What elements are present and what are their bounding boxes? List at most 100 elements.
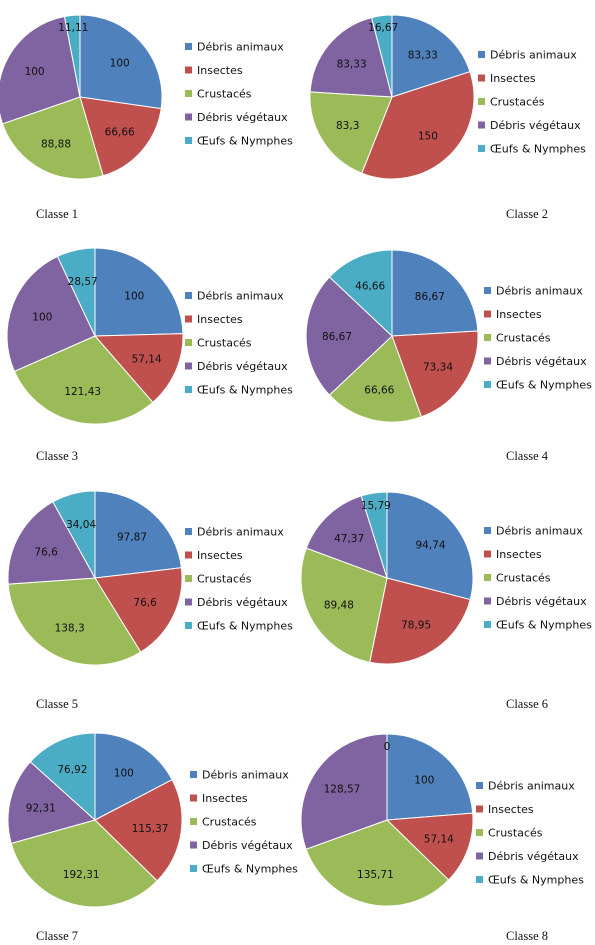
pie-4-caption: Classe 4 — [506, 449, 549, 463]
pie-3-legend-label-1: Débris animaux — [197, 290, 284, 303]
pie-8-slice-5-value-label: 0 — [384, 741, 391, 753]
pie-2-slice-5-value-label: 16,67 — [368, 22, 398, 34]
pie-3-legend-swatch-1 — [185, 292, 192, 299]
pie-1-slice-3-value-label: 88,88 — [41, 139, 71, 151]
pie-3-slice-1 — [94, 247, 184, 337]
pie-2-legend: Débris animaux Insectes Crustacés Débris vé… — [478, 49, 586, 156]
pie-6-legend-swatch-4 — [484, 597, 491, 605]
pie-7-slice-3 — [10, 819, 158, 908]
pie-4-legend: Débris animaux Insectes Crustacés Débris vé… — [484, 285, 592, 392]
pie-8-slice-4 — [300, 733, 388, 850]
pie-2-legend-swatch-3 — [478, 98, 485, 105]
pie-8-slice-2-value-label: 57,14 — [424, 834, 454, 846]
pie-7-slice-4 — [7, 761, 97, 845]
pie-2-slice-4 — [309, 16, 393, 98]
pie-2-legend-label-1: Débris animaux — [490, 49, 577, 62]
pie-6-slice-3-value-label: 89,48 — [324, 600, 354, 612]
pie-5-legend-swatch-2 — [185, 551, 192, 559]
pie-6-caption: Classe 6 — [506, 697, 548, 711]
pie-2-slice-2-value-label: 150 — [418, 130, 438, 142]
pie-6-slice-2-value-label: 78,95 — [401, 620, 431, 632]
pie-2-slice-2 — [361, 71, 475, 180]
pie-8-legend-swatch-2 — [476, 805, 483, 813]
pie-5-slice-3 — [7, 577, 142, 666]
pie-6-slice-4-value-label: 47,37 — [334, 533, 364, 545]
pie-4-legend-swatch-4 — [484, 357, 491, 365]
pie-4-slice-5-value-label: 46,66 — [355, 281, 385, 293]
pie-2-legend-swatch-2 — [478, 74, 485, 82]
pie-4-legend-label-1: Débris animaux — [496, 285, 583, 298]
pie-1-legend-label-3: Crustacés — [197, 88, 252, 101]
pie-6-legend-label-3: Crustacés — [496, 572, 551, 585]
pie-chart-6: 94,74 78,95 89,48 47,37 15,79 Débris animaux I… — [300, 491, 592, 711]
pie-7-slice-1 — [94, 732, 173, 821]
pie-4-legend-swatch-3 — [484, 334, 491, 341]
pie-3-legend-swatch-5 — [185, 386, 192, 393]
pie-6-legend-swatch-3 — [484, 574, 491, 581]
pie-5-slice-5 — [52, 490, 96, 579]
pie-3-slice-2-value-label: 57,14 — [132, 354, 162, 366]
pie-1-slice-4-value-label: 100 — [25, 66, 45, 78]
pie-chart-4: 86,67 73,34 66,66 86,67 46,66 Débris animaux I… — [305, 249, 592, 463]
pie-4-slice-2-value-label: 73,34 — [423, 361, 453, 373]
pie-8-legend: Débris animaux Insectes Crustacés Débris vé… — [476, 780, 584, 887]
pie-1-legend-swatch-2 — [185, 66, 192, 74]
pie-7-legend-label-5: Œufs & Nymphes — [202, 863, 298, 876]
pie-6-slice-1-value-label: 94,74 — [415, 539, 445, 551]
pie-5-legend-swatch-3 — [185, 575, 192, 582]
pie-1-slice-1 — [79, 14, 163, 110]
pie-3-legend-swatch-4 — [185, 362, 192, 370]
pie-7-legend-label-3: Crustacés — [202, 816, 257, 829]
pie-6-slice-3 — [300, 547, 388, 663]
pie-5-legend-swatch-5 — [185, 622, 192, 629]
pie-6-legend-label-4: Débris végétaux — [496, 595, 587, 608]
pie-6-legend-label-5: Œufs & Nymphes — [496, 619, 592, 632]
pie-1-legend: Débris animaux Insectes Crustacés Débris vé… — [185, 41, 293, 148]
pie-1-slice-5-value-label: 11,11 — [58, 22, 88, 34]
pie-7-legend-label-1: Débris animaux — [202, 769, 289, 782]
pie-3-caption: Classe 3 — [36, 449, 78, 463]
pie-6-legend-label-1: Débris animaux — [496, 525, 583, 538]
pie-4-legend-label-3: Crustacés — [496, 332, 551, 345]
pie-1-legend-swatch-5 — [185, 137, 192, 144]
pie-4-slice-3-value-label: 66,66 — [364, 385, 394, 397]
pie-6-slice-5 — [360, 491, 388, 579]
pie-3-legend-label-2: Insectes — [197, 313, 243, 326]
pie-5-legend: Débris animaux Insectes Crustacés Débris vé… — [185, 526, 293, 633]
pie-3-legend: Débris animaux Insectes Crustacés Débris vé… — [185, 290, 293, 397]
pie-4-legend-swatch-5 — [484, 381, 491, 388]
pie-5-slice-4-value-label: 76,6 — [34, 546, 58, 558]
pie-7-slice-2-value-label: 115,37 — [132, 823, 169, 835]
pie-7-slice-4-value-label: 92,31 — [26, 802, 56, 814]
pie-1-legend-swatch-1 — [185, 43, 192, 50]
pie-1-legend-label-2: Insectes — [197, 64, 243, 77]
pie-2-slice-5 — [370, 14, 393, 98]
pie-6-legend: Débris animaux Insectes Crustacés Débris vé… — [484, 525, 592, 632]
pie-5-slice-5-value-label: 34,04 — [66, 519, 96, 531]
pie-6-legend-label-2: Insectes — [496, 548, 542, 561]
pie-2-caption: Classe 2 — [506, 207, 548, 221]
pie-5-slice-1-value-label: 97,87 — [117, 531, 147, 543]
pie-5-caption: Classe 5 — [36, 697, 78, 711]
pie-3-slice-2 — [93, 333, 184, 404]
pie-1-slice-1-value-label: 100 — [110, 58, 130, 70]
pie-6-legend-swatch-2 — [484, 550, 491, 558]
pie-1-legend-swatch-3 — [185, 90, 192, 97]
pie-6-legend-swatch-1 — [484, 527, 491, 534]
pie-6-slice-4 — [305, 495, 388, 579]
pie-7-legend-swatch-2 — [190, 794, 197, 802]
pie-3-slice-1-value-label: 100 — [124, 291, 144, 303]
pie-4-slice-2 — [391, 330, 479, 418]
pie-4-legend-label-4: Débris végétaux — [496, 355, 587, 368]
pie-8-slice-1-value-label: 100 — [414, 775, 434, 787]
pie-5-legend-label-2: Insectes — [197, 549, 243, 562]
pie-5-legend-swatch-1 — [185, 528, 192, 535]
pie-chart-5: 97,87 76,6 138,3 76,6 34,04 Débris animaux Ins… — [7, 490, 293, 711]
pie-8-slice-3-value-label: 135,71 — [357, 869, 394, 881]
pie-3-legend-swatch-2 — [185, 315, 192, 323]
pie-2-slice-3-value-label: 83,3 — [336, 120, 359, 132]
pie-7-legend-swatch-3 — [190, 818, 197, 825]
pie-2-legend-swatch-5 — [478, 145, 485, 152]
pie-8-slice-3 — [305, 819, 450, 907]
